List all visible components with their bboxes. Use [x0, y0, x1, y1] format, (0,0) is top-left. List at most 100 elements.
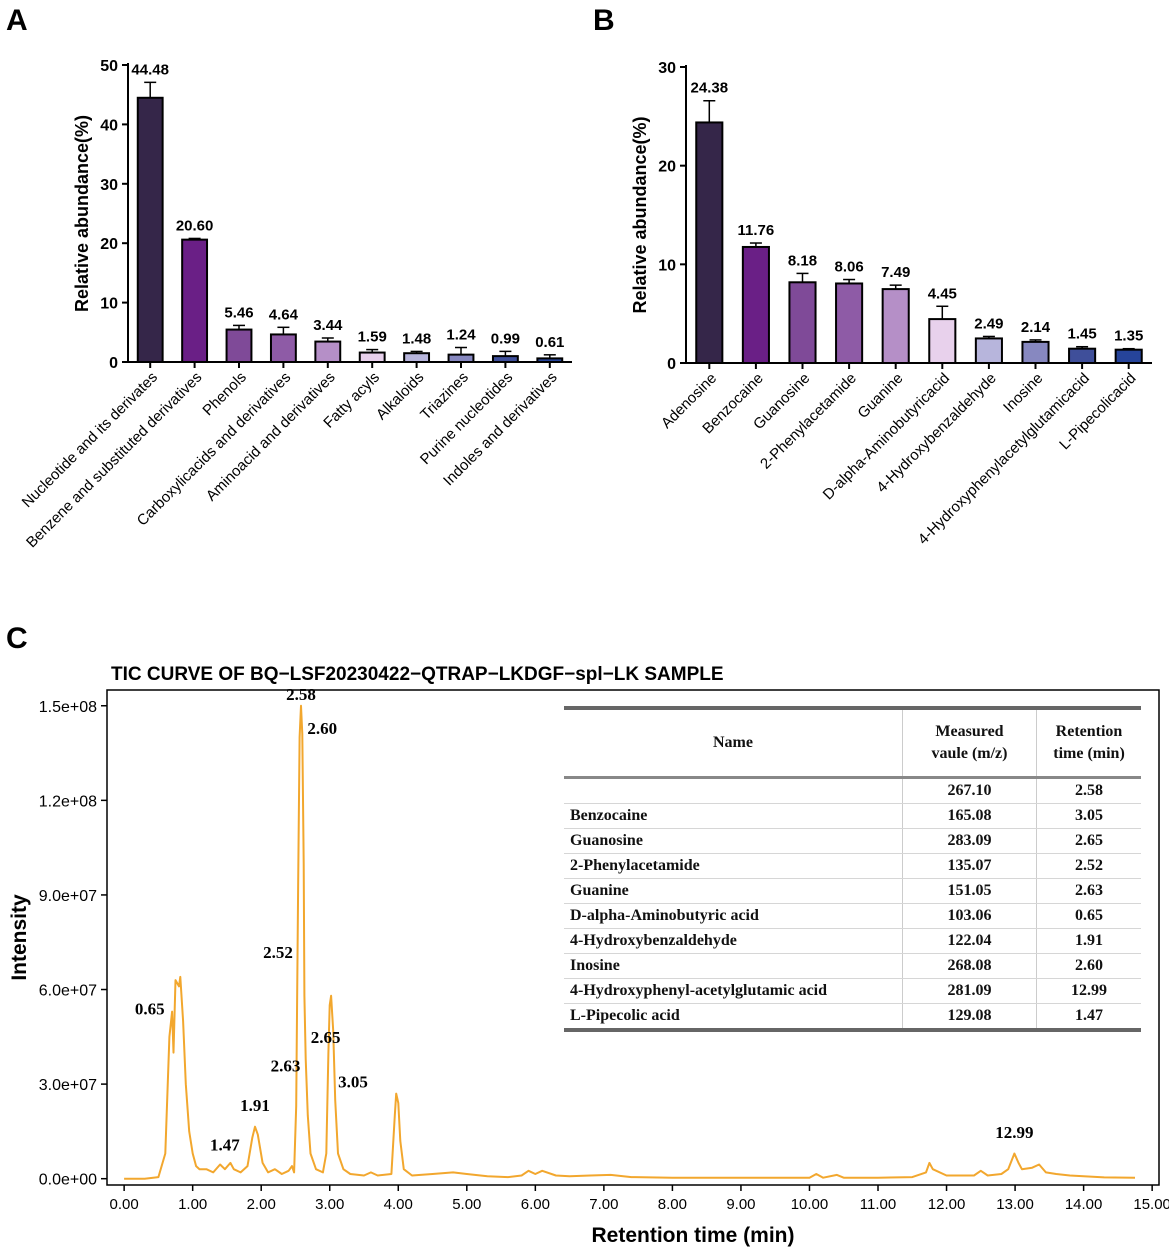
row-mz: 151.05	[902, 878, 1037, 904]
chart-c-peak-label: 2.65	[311, 1028, 341, 1047]
table-row: 4-Hydroxyphenyl-acetylglutamic acid 281.0…	[564, 978, 1141, 1004]
chart-a-y-tick-label: 30	[100, 177, 118, 194]
chart-b-value-label: 8.18	[788, 252, 817, 269]
chart-b-bar	[788, 281, 817, 365]
row-name: L-Pipecolic acid	[564, 1003, 903, 1030]
row-rt: 0.65	[1036, 903, 1141, 929]
chart-c-x-tick-label: 9.00	[726, 1196, 755, 1213]
row-name: Benzocaine	[564, 803, 903, 829]
chart-c-peak-label: 0.65	[135, 1000, 165, 1019]
chart-a-bar	[314, 340, 342, 364]
chart-c-x-tick-label: 1.00	[178, 1196, 207, 1213]
chart-b-category-label: Inosine	[1000, 370, 1046, 416]
table-row: 4-Hydroxybenzaldehyde 122.04 1.91	[564, 928, 1141, 954]
chart-b-category-label: 4-Hydroxyphenylacetylglutamicacid	[915, 370, 1093, 548]
chart-c-y-tick-label: 0.0e+00	[39, 1172, 97, 1189]
row-mz: 267.10	[902, 777, 1037, 804]
row-mz: 268.08	[902, 953, 1037, 979]
chart-a-y-tick-label: 40	[100, 117, 118, 134]
table-row: L-Pipecolic acid 129.08 1.47	[564, 1003, 1141, 1030]
row-name: 4-Hydroxyphenyl-acetylglutamic acid	[564, 978, 903, 1004]
chart-b-value-label: 2.49	[974, 315, 1003, 332]
table-row: Benzocaine 165.08 3.05	[564, 803, 1141, 829]
chart-b-bar	[741, 245, 770, 364]
chart-b-bar	[1021, 340, 1050, 365]
row-name	[564, 777, 903, 804]
row-rt: 3.05	[1036, 803, 1141, 829]
chart-c-x-tick-label: 11.00	[860, 1196, 896, 1213]
row-mz: 283.09	[902, 828, 1037, 854]
row-rt: 2.52	[1036, 853, 1141, 879]
header-retention: Retention time (min)	[1036, 708, 1141, 779]
chart-b-value-label: 8.06	[834, 259, 863, 276]
chart-b-value-label: 24.38	[691, 80, 729, 97]
chart-c-peak-label: 2.58	[286, 685, 316, 704]
chart-c-peak-label: 2.60	[307, 719, 337, 738]
chart-a-y-tick-label: 0	[109, 355, 118, 372]
chart-a-bar	[225, 328, 253, 363]
chart-b-value-label: 11.76	[738, 222, 775, 239]
chart-a-value-label: 0.99	[491, 330, 520, 347]
chart-b-bar	[1114, 348, 1143, 364]
row-mz: 281.09	[902, 978, 1037, 1004]
chart-b-value-label: 4.45	[928, 285, 957, 302]
chart-b-y-tick-label: 20	[658, 159, 676, 176]
header-measured: Measured vaule (m/z)	[902, 708, 1037, 779]
chart-b-y-tick-label: 10	[658, 257, 676, 274]
chart-a-y-axis-label: Relative abundance(%)	[72, 115, 92, 312]
row-rt: 2.63	[1036, 878, 1141, 904]
chart-c-y-tick-label: 3.0e+07	[39, 1077, 97, 1094]
chart-c-peak-label: 1.91	[240, 1096, 270, 1115]
chart-b-y-axis-label: Relative abundance(%)	[630, 116, 650, 313]
row-name: Guanosine	[564, 828, 903, 854]
chart-c-peak-label: 12.99	[995, 1123, 1033, 1142]
chart-c-x-tick-label: 5.00	[452, 1196, 481, 1213]
row-name: 2-Phenylacetamide	[564, 853, 903, 879]
row-mz: 129.08	[902, 1003, 1037, 1030]
header-retention-line2: time (min)	[1053, 745, 1125, 762]
chart-a-value-label: 4.64	[269, 306, 299, 323]
chart-a-value-label: 3.44	[313, 317, 343, 334]
chart-a-bar	[447, 353, 475, 363]
chart-a-y-tick-label: 20	[100, 236, 118, 253]
row-rt: 1.91	[1036, 928, 1141, 954]
panel-c-label: C	[6, 622, 28, 655]
chart-a-value-label: 5.46	[224, 304, 253, 321]
table-row: Inosine 268.08 2.60	[564, 953, 1141, 979]
chart-c-peak-label: 3.05	[338, 1072, 368, 1091]
panel-b-label: B	[593, 4, 615, 37]
chart-a-bar	[536, 357, 564, 363]
chart-a-value-label: 1.24	[446, 327, 476, 344]
chart-b-bar	[1068, 347, 1097, 364]
chart-c-y-tick-label: 1.2e+08	[39, 793, 97, 810]
chart-c-title: TIC CURVE OF BQ−LSF20230422−QTRAP−LKDGF−…	[111, 664, 724, 685]
table-row: 267.10 2.58	[564, 777, 1141, 804]
chart-a-value-label: 1.48	[402, 330, 431, 347]
chart-b-value-label: 1.35	[1114, 328, 1143, 345]
table-row: Guanosine 283.09 2.65	[564, 828, 1141, 854]
panel-a-label: A	[6, 4, 28, 37]
chart-c-peak-label: 1.47	[210, 1136, 240, 1155]
chart-a-y-tick-label: 50	[100, 58, 118, 75]
row-mz: 122.04	[902, 928, 1037, 954]
table-row: D-alpha-Aminobutyric acid 103.06 0.65	[564, 903, 1141, 929]
chart-a-value-label: 20.60	[176, 217, 214, 234]
chart-b-bar	[974, 337, 1003, 365]
chart-a-y-tick-label: 10	[100, 296, 118, 313]
chart-c-peak-label: 2.52	[263, 943, 293, 962]
row-mz: 135.07	[902, 853, 1037, 879]
chart-b-bar	[928, 318, 957, 364]
chart-b-value-label: 7.49	[881, 264, 910, 281]
chart-c-x-tick-label: 6.00	[521, 1196, 550, 1213]
chart-a-bar	[403, 352, 431, 364]
row-rt: 2.65	[1036, 828, 1141, 854]
chart-b-bar	[835, 282, 864, 364]
chart-c-frame	[106, 689, 1160, 1186]
chart-b-bar	[695, 121, 724, 364]
row-rt: 12.99	[1036, 978, 1141, 1004]
chart-c-x-tick-label: 2.00	[247, 1196, 276, 1213]
table-row: Guanine 151.05 2.63	[564, 878, 1141, 904]
chart-c-x-tick-label: 12.00	[928, 1196, 966, 1213]
row-mz: 103.06	[902, 903, 1037, 929]
